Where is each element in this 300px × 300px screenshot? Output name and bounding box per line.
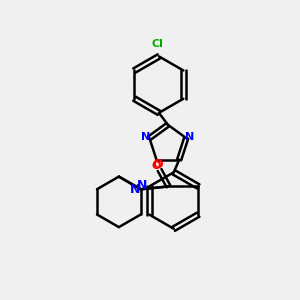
Text: N: N: [137, 179, 147, 192]
Text: Cl: Cl: [152, 39, 164, 49]
Text: O: O: [152, 160, 161, 171]
Text: N: N: [130, 183, 140, 196]
Text: O: O: [153, 158, 164, 171]
Text: N: N: [141, 132, 150, 142]
Text: N: N: [185, 132, 195, 142]
